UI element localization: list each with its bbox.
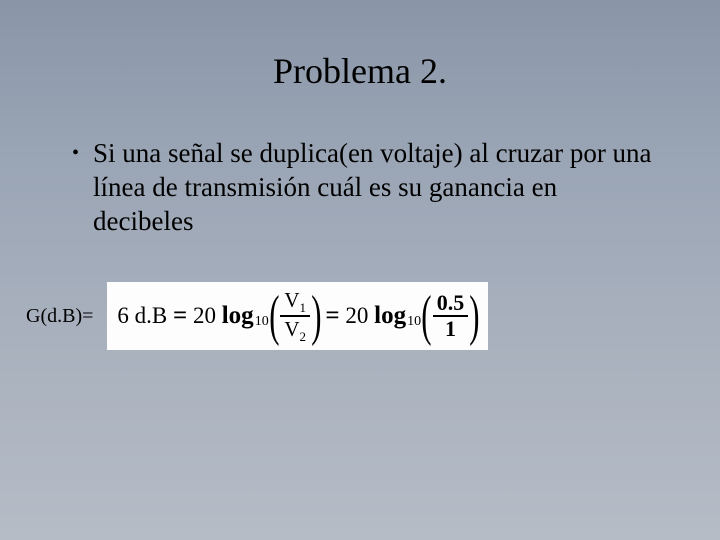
bullet-block: • Si una señal se duplica(en voltaje) al… [0, 92, 720, 238]
fraction-v: V1 V2 [280, 288, 310, 344]
log-label-1: log [222, 302, 254, 330]
log-base-2: 10 [407, 314, 421, 330]
result-value: 6 [117, 303, 129, 329]
gain-label: G(d.B)= [26, 305, 93, 328]
bullet-text: Si una señal se duplica(en voltaje) al c… [93, 136, 660, 238]
rparen-2: ) [469, 288, 479, 344]
lparen-1: ( [269, 288, 279, 344]
lparen-2: ( [421, 288, 431, 344]
fraction-num-bot: 1 [441, 317, 460, 341]
coef-1: 20 [193, 303, 216, 329]
bullet-item: • Si una señal se duplica(en voltaje) al… [72, 136, 660, 238]
formula-row: G(d.B)= 6 d.B = 20 log 10 ( V1 V2 [0, 238, 720, 350]
fraction-num-top: 0.5 [433, 291, 469, 315]
bullet-dot-icon: • [72, 136, 79, 170]
slide-title: Problema 2. [0, 0, 720, 92]
coef-2: 20 [345, 303, 368, 329]
equals-1: = [173, 302, 187, 330]
fraction-v-num: V1 [280, 288, 310, 315]
log-label-2: log [374, 302, 406, 330]
fraction-v-den: V2 [280, 317, 310, 344]
result-unit-text: d.B [135, 303, 168, 329]
log-base-1: 10 [255, 314, 269, 330]
fraction-num: 0.5 1 [433, 291, 469, 341]
rparen-1: ) [311, 288, 321, 344]
formula-expression: 6 d.B = 20 log 10 ( V1 V2 ) = [117, 288, 478, 344]
equals-2: = [325, 302, 339, 330]
formula-box: 6 d.B = 20 log 10 ( V1 V2 ) = [107, 282, 488, 350]
